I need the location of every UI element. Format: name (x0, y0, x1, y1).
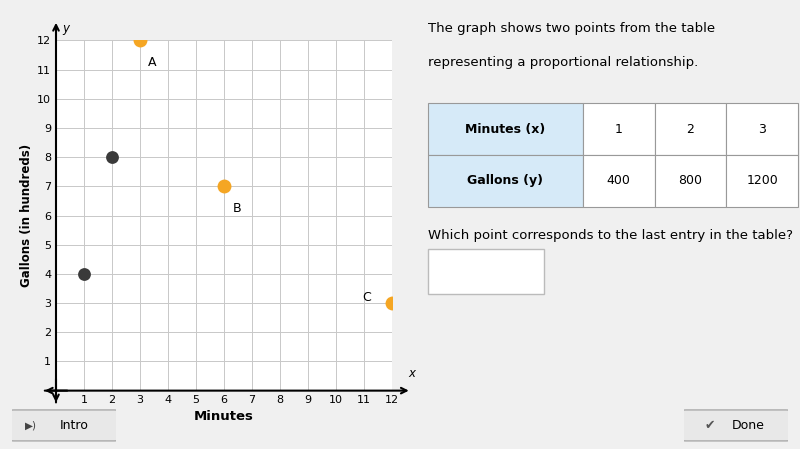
FancyBboxPatch shape (682, 410, 790, 441)
Text: 2: 2 (686, 123, 694, 136)
Text: Done: Done (732, 419, 765, 432)
FancyBboxPatch shape (726, 155, 798, 207)
FancyBboxPatch shape (427, 155, 582, 207)
Text: 3: 3 (758, 123, 766, 136)
Text: 1: 1 (614, 123, 622, 136)
FancyBboxPatch shape (654, 155, 726, 207)
Text: 800: 800 (678, 174, 702, 187)
Text: y: y (62, 22, 69, 35)
Text: A: A (149, 57, 157, 70)
Y-axis label: Gallons (in hundreds): Gallons (in hundreds) (20, 144, 33, 287)
Text: 1200: 1200 (746, 174, 778, 187)
Text: Which point corresponds to the last entry in the table?: Which point corresponds to the last entr… (427, 229, 793, 242)
FancyBboxPatch shape (654, 103, 726, 155)
Text: Minutes (x): Minutes (x) (465, 123, 546, 136)
FancyBboxPatch shape (427, 103, 582, 155)
FancyBboxPatch shape (427, 249, 544, 294)
Text: ▶): ▶) (25, 420, 37, 431)
Text: x: x (409, 367, 416, 380)
Point (218, 183, 230, 190)
FancyBboxPatch shape (726, 103, 798, 155)
Point (386, 299, 398, 307)
Text: ✔: ✔ (705, 419, 715, 432)
Text: The graph shows two points from the table: The graph shows two points from the tabl… (427, 22, 714, 35)
X-axis label: Minutes: Minutes (194, 409, 254, 423)
Text: representing a proportional relationship.: representing a proportional relationship… (427, 56, 698, 69)
Text: Gallons (y): Gallons (y) (467, 174, 543, 187)
Point (106, 154, 118, 161)
Point (78, 270, 90, 277)
Text: B: B (233, 202, 241, 216)
Text: Intro: Intro (60, 419, 89, 432)
Text: C: C (362, 291, 371, 304)
FancyBboxPatch shape (10, 410, 118, 441)
FancyBboxPatch shape (582, 155, 654, 207)
Point (134, 37, 146, 44)
FancyBboxPatch shape (582, 103, 654, 155)
Text: 400: 400 (606, 174, 630, 187)
